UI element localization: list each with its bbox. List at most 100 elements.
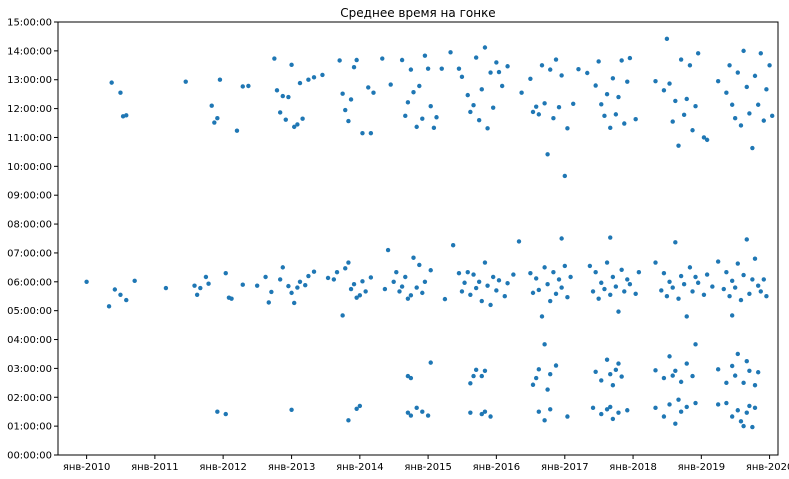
data-point — [408, 293, 414, 298]
data-point — [346, 418, 351, 423]
data-point — [724, 400, 729, 406]
data-point — [553, 363, 559, 368]
data-point — [690, 128, 695, 133]
data-point — [684, 404, 689, 410]
data-point — [212, 120, 217, 125]
data-point — [223, 411, 228, 417]
data-point — [348, 97, 354, 102]
data-point — [422, 53, 428, 58]
data-point — [536, 112, 542, 117]
data-point — [604, 407, 610, 412]
data-point — [420, 409, 425, 414]
data-point — [192, 283, 197, 288]
data-point — [343, 107, 348, 113]
data-point — [695, 51, 701, 56]
data-point — [405, 100, 411, 105]
data-point — [693, 400, 698, 406]
data-point — [744, 358, 749, 364]
data-point — [735, 261, 740, 266]
data-point — [292, 124, 297, 130]
data-point — [533, 276, 539, 281]
data-point — [729, 313, 735, 318]
points-layer — [84, 36, 775, 430]
data-point — [653, 78, 658, 84]
data-point — [625, 79, 630, 84]
data-point — [482, 368, 488, 374]
data-point — [732, 373, 738, 378]
data-point — [622, 289, 627, 294]
data-point — [676, 296, 681, 301]
data-point — [752, 256, 758, 261]
data-point — [354, 295, 359, 300]
data-point — [357, 403, 363, 409]
data-point — [442, 296, 448, 302]
data-point — [399, 284, 405, 289]
data-point — [602, 113, 607, 119]
data-point — [274, 88, 280, 93]
data-point — [661, 375, 667, 381]
data-point — [767, 63, 772, 68]
data-point — [661, 414, 667, 419]
data-point — [590, 289, 596, 294]
data-point — [596, 296, 601, 301]
data-point — [610, 274, 616, 280]
data-point — [528, 76, 533, 81]
data-point — [280, 93, 285, 99]
data-point — [673, 240, 678, 245]
data-point — [690, 289, 695, 294]
data-point — [599, 280, 604, 285]
data-point — [701, 135, 707, 140]
data-point — [562, 173, 568, 179]
data-point — [306, 77, 311, 82]
data-point — [334, 269, 340, 275]
data-point — [163, 285, 169, 291]
data-point — [755, 283, 761, 288]
data-point — [482, 45, 488, 50]
data-point — [747, 403, 752, 409]
data-point — [482, 260, 488, 265]
data-point — [215, 116, 220, 121]
data-point — [636, 269, 642, 275]
x-tick-label: янв-2017 — [541, 462, 589, 473]
data-point — [732, 116, 738, 121]
y-tick-label: 05:00:00 — [7, 306, 52, 317]
data-point — [678, 57, 684, 62]
data-point — [366, 85, 371, 90]
data-point — [485, 283, 490, 288]
data-point — [619, 267, 624, 272]
data-point — [729, 102, 735, 107]
data-point — [411, 90, 416, 95]
data-point — [752, 73, 758, 79]
data-point — [667, 279, 672, 284]
y-tick-label: 06:00:00 — [7, 277, 52, 288]
x-tick-label: янв-2010 — [63, 462, 111, 473]
data-point — [289, 62, 294, 68]
data-point — [124, 113, 129, 118]
data-point — [479, 87, 484, 92]
data-point — [368, 130, 374, 136]
data-point — [659, 288, 664, 293]
data-point — [625, 408, 630, 413]
x-tick-label: янв-2012 — [199, 462, 247, 473]
data-point — [530, 382, 536, 387]
data-point — [664, 36, 670, 42]
data-point — [613, 112, 619, 117]
data-point — [277, 110, 283, 115]
data-point — [351, 282, 357, 287]
data-point — [289, 290, 294, 296]
data-point — [109, 80, 114, 85]
y-tick-label: 08:00:00 — [7, 220, 52, 231]
data-point — [465, 92, 470, 98]
data-point — [283, 117, 288, 122]
data-point — [724, 90, 729, 95]
data-point — [456, 270, 462, 276]
data-point — [473, 55, 479, 60]
data-point — [627, 55, 633, 61]
data-point — [633, 291, 638, 297]
x-tick-label: янв-2014 — [336, 462, 384, 473]
data-point — [653, 405, 658, 411]
data-point — [363, 289, 368, 294]
data-point — [505, 64, 510, 69]
data-point — [684, 96, 689, 102]
data-point — [459, 74, 465, 80]
